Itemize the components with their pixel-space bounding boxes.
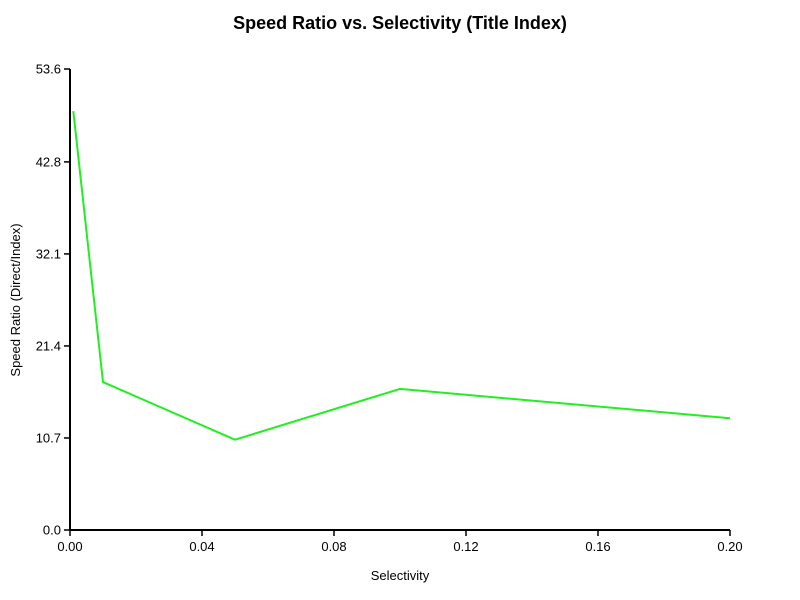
y-tick-label: 53.6 [36, 62, 61, 77]
y-axis-label: Speed Ratio (Direct/Index) [8, 223, 23, 376]
plot-area: 0.00 0.04 0.08 0.12 0.16 0.20 0.0 10.7 21.4 32.1… [36, 62, 743, 555]
y-tick-label: 21.4 [36, 338, 61, 353]
x-tick-label: 0.16 [585, 539, 610, 554]
chart-title: Speed Ratio vs. Selectivity (Title Index… [233, 13, 567, 33]
x-ticks: 0.00 0.04 0.08 0.12 0.16 0.20 [57, 530, 743, 554]
x-tick-label: 0.12 [453, 539, 478, 554]
x-tick-label: 0.08 [321, 539, 346, 554]
x-axis-label: Selectivity [371, 568, 430, 583]
series-group [72, 110, 731, 441]
series-line [72, 110, 731, 441]
y-tick-label: 32.1 [36, 246, 61, 261]
y-tick-label: 0.0 [43, 523, 61, 538]
x-tick-label: 0.20 [717, 539, 742, 554]
y-tick-label: 42.8 [36, 154, 61, 169]
y-tick-label: 10.7 [36, 430, 61, 445]
x-tick-label: 0.00 [57, 539, 82, 554]
x-tick-label: 0.04 [189, 539, 214, 554]
y-ticks: 0.0 10.7 21.4 32.1 42.8 53.6 [36, 62, 70, 538]
